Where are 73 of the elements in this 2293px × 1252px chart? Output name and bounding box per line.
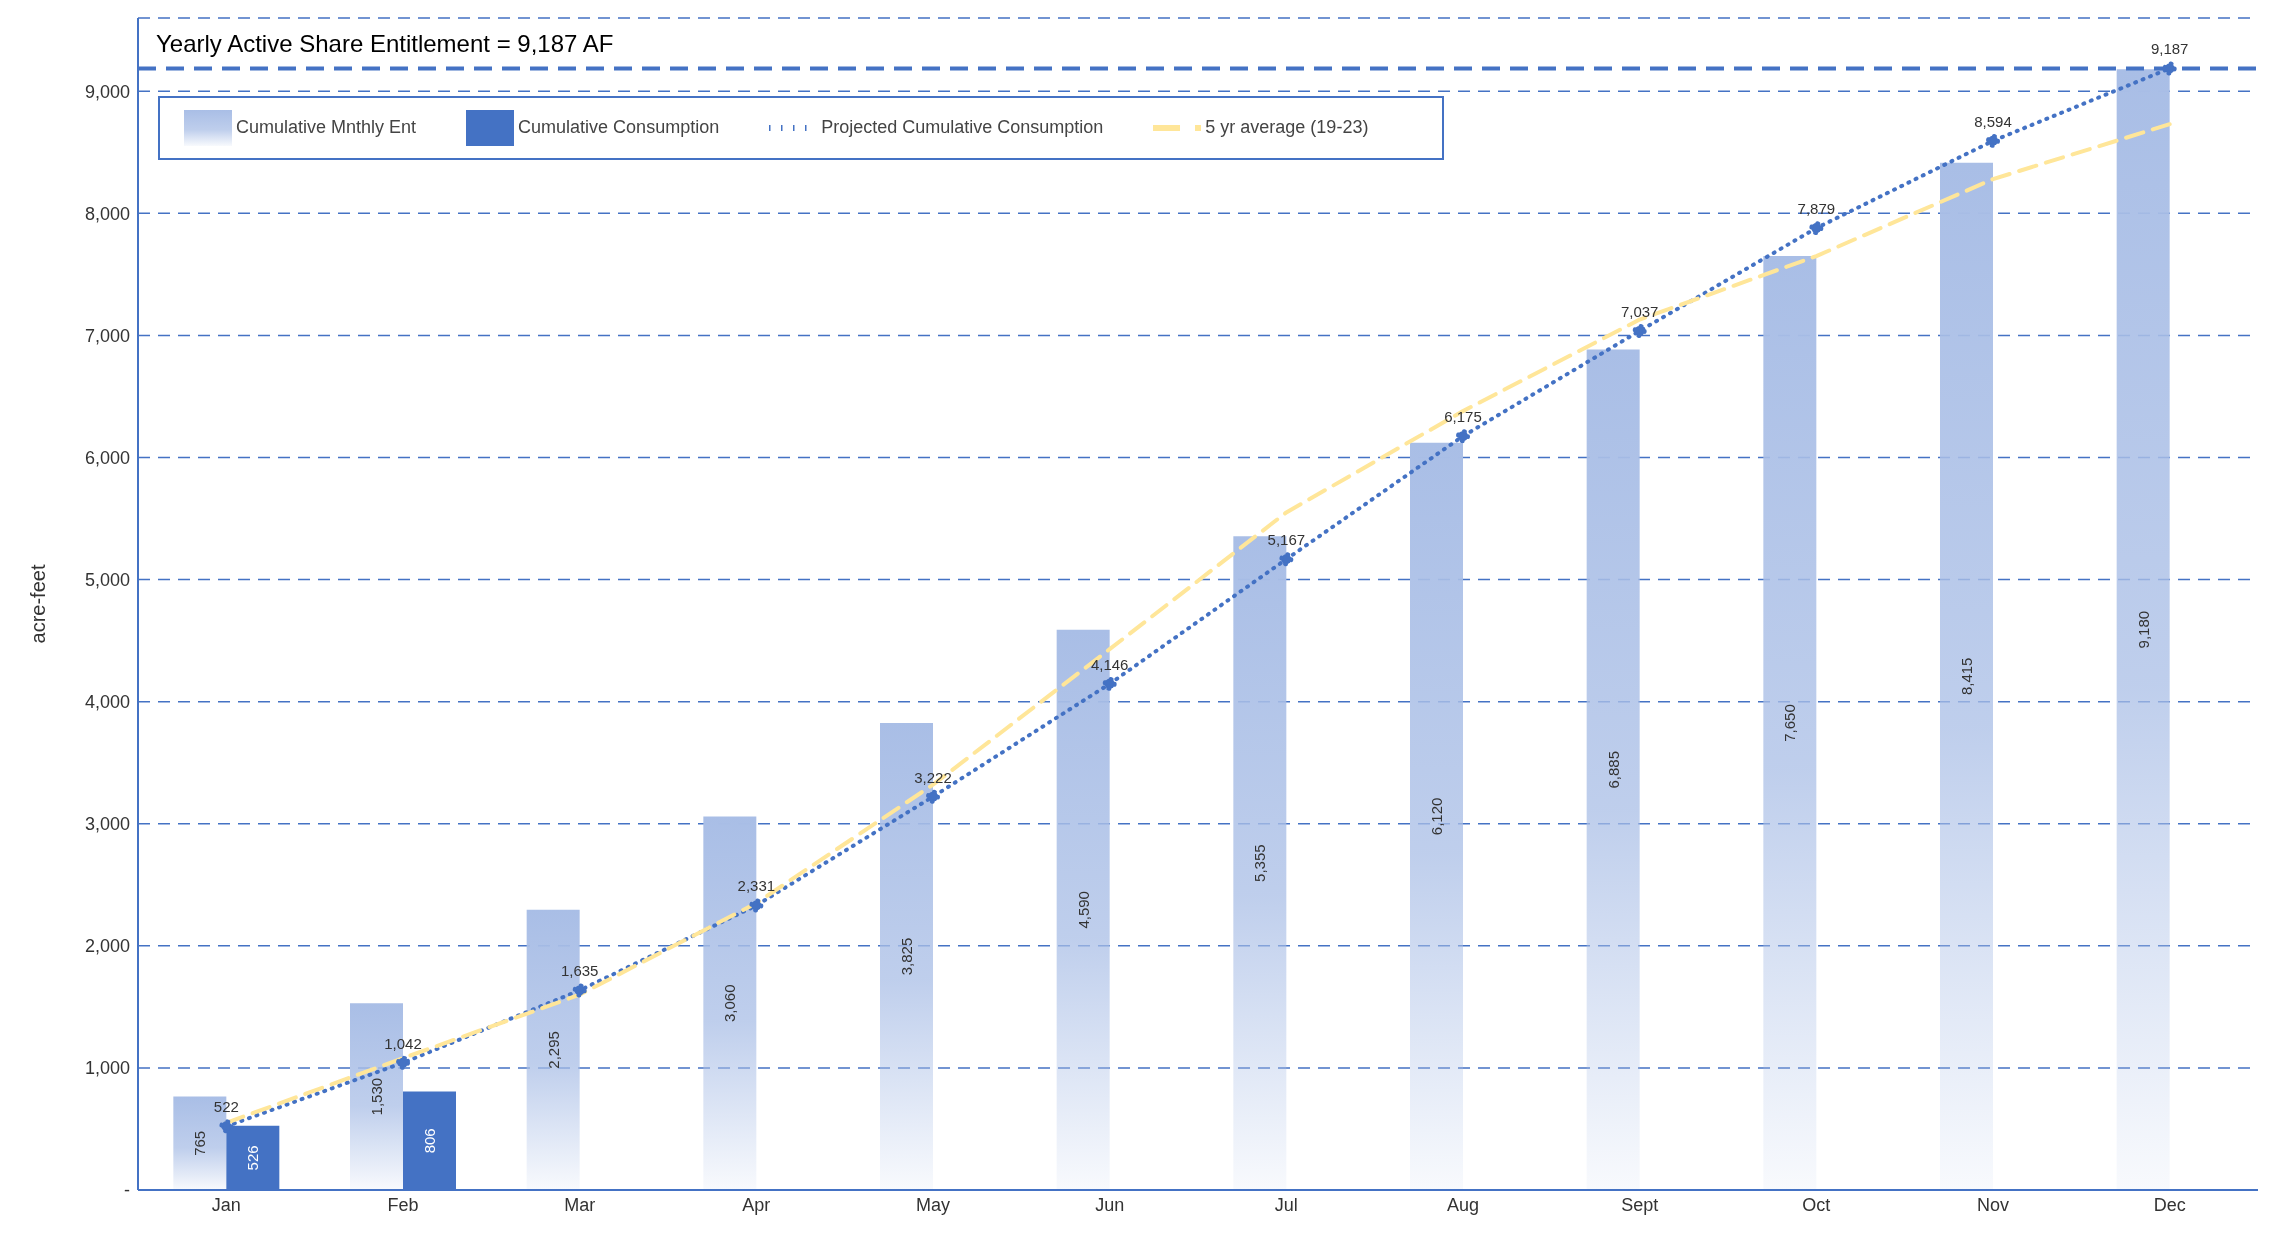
data-label: 8,415 bbox=[1958, 657, 1975, 696]
y-tick-label: 3,000 bbox=[84, 814, 130, 835]
point bbox=[749, 898, 764, 913]
point bbox=[1632, 323, 1647, 338]
bar bbox=[1940, 162, 1993, 1190]
data-label: 8,594 bbox=[1974, 112, 2012, 130]
x-tick-label: Mar bbox=[564, 1194, 596, 1215]
data-label: 7,650 bbox=[1781, 704, 1799, 742]
data-label: 2,295 bbox=[544, 1031, 562, 1069]
point bbox=[2162, 61, 2177, 76]
bar bbox=[1763, 256, 1817, 1190]
point bbox=[926, 789, 940, 804]
y-tick-label: 5,000 bbox=[84, 569, 130, 590]
data-label: 9,180 bbox=[2134, 610, 2152, 649]
data-label: 2,331 bbox=[737, 877, 776, 895]
data-label: 7,037 bbox=[1620, 302, 1659, 320]
data-label: 1,530 bbox=[368, 1077, 385, 1116]
y-axis-title: acre-feet bbox=[27, 564, 50, 644]
data-label: 3,060 bbox=[721, 984, 739, 1022]
bar bbox=[226, 1125, 280, 1190]
data-label: 3,222 bbox=[914, 768, 952, 786]
x-tick-label: Aug bbox=[1446, 1194, 1480, 1215]
point bbox=[219, 1119, 234, 1134]
data-label: 7,879 bbox=[1797, 200, 1836, 218]
data-label: 5,167 bbox=[1267, 531, 1306, 549]
legend-label: 5 yr average (19-23) bbox=[1205, 116, 1369, 137]
data-label: 6,175 bbox=[1444, 408, 1482, 426]
data-label: 806 bbox=[421, 1128, 438, 1154]
point bbox=[1986, 133, 2000, 148]
y-tick-label: 6,000 bbox=[84, 447, 130, 468]
legend-label: Cumulative Consumption bbox=[518, 116, 720, 137]
bar bbox=[1586, 349, 1640, 1190]
data-label: 4,146 bbox=[1090, 655, 1129, 673]
x-tick-label: Jan bbox=[211, 1194, 241, 1215]
x-tick-label: Oct bbox=[1802, 1194, 1831, 1215]
data-label: 6,885 bbox=[1604, 750, 1622, 789]
x-tick-label: Jul bbox=[1274, 1194, 1298, 1215]
data-label: 522 bbox=[213, 1098, 239, 1116]
x-tick-label: Dec bbox=[2153, 1194, 2186, 1215]
data-label: 6,120 bbox=[1428, 797, 1445, 836]
y-tick-label: 7,000 bbox=[84, 325, 130, 346]
point bbox=[1279, 552, 1294, 567]
point bbox=[1809, 221, 1824, 236]
legend-label: Cumulative Mnthly Ent bbox=[236, 116, 417, 137]
bar bbox=[403, 1091, 456, 1190]
point bbox=[1102, 676, 1117, 691]
x-tick-label: May bbox=[915, 1194, 951, 1215]
point bbox=[1456, 429, 1470, 444]
ref-line-label: Yearly Active Share Entitlement = 9,187 AF bbox=[156, 30, 614, 58]
x-tick-label: Jun bbox=[1095, 1194, 1125, 1215]
x-tick-label: Nov bbox=[1976, 1194, 2010, 1215]
bar bbox=[1410, 442, 1463, 1190]
legend-label: Projected Cumulative Consumption bbox=[821, 116, 1104, 137]
y-tick-label: - bbox=[124, 1180, 130, 1201]
data-label: 5,355 bbox=[1251, 844, 1269, 882]
y-tick-label: 8,000 bbox=[84, 203, 130, 224]
y-tick-label: 2,000 bbox=[84, 936, 130, 957]
point bbox=[572, 983, 587, 998]
data-label: 1,042 bbox=[384, 1034, 422, 1052]
y-tick-label: 9,000 bbox=[84, 81, 130, 102]
data-label: 1,635 bbox=[560, 962, 599, 980]
y-tick-label: 1,000 bbox=[84, 1058, 130, 1079]
y-tick-label: 4,000 bbox=[84, 692, 130, 713]
point bbox=[396, 1055, 410, 1070]
data-label: 526 bbox=[244, 1145, 262, 1171]
data-label: 765 bbox=[191, 1130, 209, 1156]
data-label: 3,825 bbox=[898, 937, 915, 976]
data-label: 4,590 bbox=[1074, 891, 1092, 929]
x-tick-label: Sept bbox=[1621, 1194, 1659, 1215]
data-label: 9,187 bbox=[2150, 40, 2189, 58]
x-tick-label: Apr bbox=[742, 1194, 771, 1215]
x-tick-label: Feb bbox=[387, 1194, 419, 1215]
bar bbox=[2116, 69, 2170, 1190]
